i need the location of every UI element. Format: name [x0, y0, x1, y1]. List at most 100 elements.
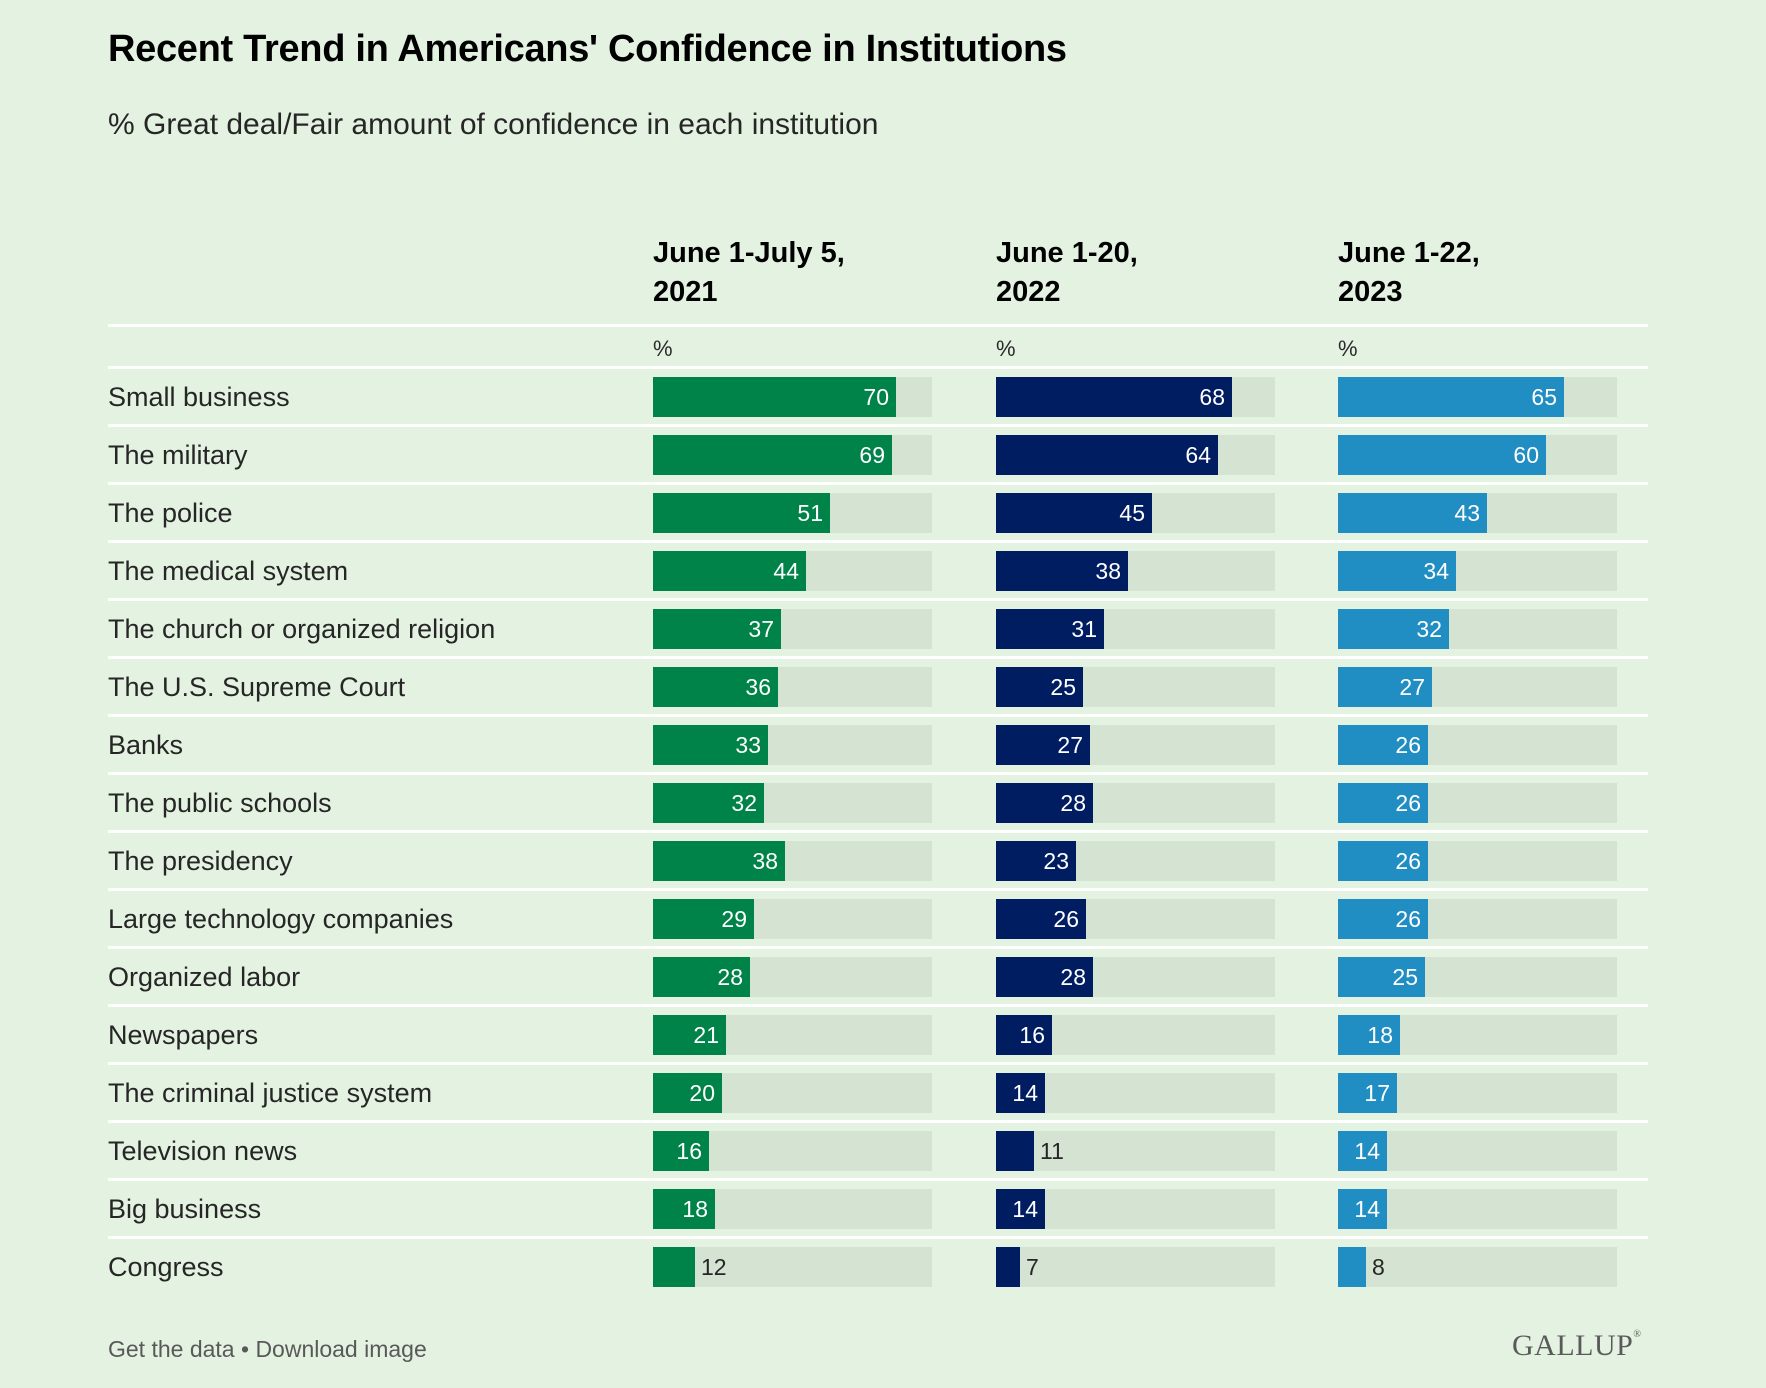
bar-track: 27 [996, 725, 1275, 765]
get-data-link[interactable]: Get the data [108, 1336, 235, 1362]
data-label: 33 [735, 732, 761, 758]
bar-track: 29 [653, 899, 932, 939]
bar [996, 1131, 1034, 1171]
data-label: 17 [1364, 1080, 1390, 1106]
column-header-line: June 1-July 5, [653, 237, 845, 269]
data-label: 29 [721, 906, 747, 932]
data-label: 36 [745, 674, 771, 700]
data-label: 37 [748, 616, 774, 642]
bar-track: 37 [653, 609, 932, 649]
bar [653, 493, 830, 533]
bar [653, 551, 806, 591]
bar-track: 68 [996, 377, 1275, 417]
bar-track: 33 [653, 725, 932, 765]
data-label: 65 [1531, 384, 1557, 410]
unit-label: % [653, 336, 673, 361]
bar [653, 1247, 695, 1287]
bar [653, 783, 764, 823]
bar-track: 38 [996, 551, 1275, 591]
divider [108, 1178, 1648, 1181]
bar-track: 8 [1338, 1247, 1617, 1287]
bar [653, 1131, 709, 1171]
data-label: 8 [1372, 1254, 1385, 1280]
bar-track: 11 [996, 1131, 1275, 1171]
download-image-link[interactable]: Download image [255, 1336, 427, 1362]
data-label: 16 [1019, 1022, 1045, 1048]
bar-track: 21 [653, 1015, 932, 1055]
bar-track: 26 [1338, 899, 1617, 939]
column-header-line: June 1-22, [1338, 237, 1480, 269]
data-label: 20 [689, 1080, 715, 1106]
bar [996, 1073, 1045, 1113]
bar-track: 65 [1338, 377, 1617, 417]
bar [996, 435, 1218, 475]
data-label: 68 [1199, 384, 1225, 410]
bar-track: 14 [1338, 1131, 1617, 1171]
divider [108, 946, 1648, 949]
bar [653, 1015, 726, 1055]
divider [108, 1062, 1648, 1065]
data-label: 26 [1395, 906, 1421, 932]
bar [996, 609, 1104, 649]
bar-track: 18 [1338, 1015, 1617, 1055]
row-label: Small business [108, 382, 290, 412]
divider [108, 424, 1648, 427]
bar [653, 899, 754, 939]
footer-separator: • [240, 1336, 250, 1362]
bar-track: 26 [1338, 783, 1617, 823]
data-label: 45 [1119, 500, 1145, 526]
bar-track: 18 [653, 1189, 932, 1229]
bar-track: 26 [1338, 841, 1617, 881]
column-header-line: June 1-20, [996, 237, 1138, 269]
bar [1338, 1073, 1397, 1113]
data-label: 7 [1026, 1254, 1039, 1280]
data-label: 60 [1513, 442, 1539, 468]
bar [996, 783, 1093, 823]
data-label: 43 [1454, 500, 1480, 526]
row-label: Congress [108, 1252, 224, 1282]
bar [653, 435, 892, 475]
data-label: 27 [1057, 732, 1083, 758]
data-label: 16 [676, 1138, 702, 1164]
data-label: 18 [1367, 1022, 1393, 1048]
row-label: Banks [108, 730, 184, 760]
registered-mark: ® [1633, 1329, 1642, 1340]
data-label: 18 [682, 1196, 708, 1222]
footer-links: Get the data • Download image [108, 1336, 427, 1363]
brand-text: GALLUP [1512, 1329, 1634, 1362]
bar [1338, 783, 1428, 823]
divider [108, 324, 1648, 327]
divider [108, 1004, 1648, 1007]
data-label: 31 [1071, 616, 1097, 642]
data-label: 51 [797, 500, 823, 526]
row-label: The medical system [108, 556, 349, 586]
bar-track: 36 [653, 667, 932, 707]
data-label: 70 [863, 384, 889, 410]
bar-track: 14 [996, 1189, 1275, 1229]
bar-track: 25 [1338, 957, 1617, 997]
data-label: 21 [693, 1022, 719, 1048]
bar [1338, 435, 1546, 475]
row-label: The criminal justice system [108, 1078, 433, 1108]
column-header: June 1-20, 2022 [996, 234, 1138, 312]
data-label: 28 [1060, 964, 1086, 990]
data-label: 28 [1060, 790, 1086, 816]
bar [653, 725, 768, 765]
bar [996, 1015, 1052, 1055]
column-header-line: 2022 [996, 276, 1061, 308]
row-label: The presidency [108, 846, 293, 876]
bar-track: 28 [653, 957, 932, 997]
data-label: 38 [752, 848, 778, 874]
bar [996, 957, 1093, 997]
data-label: 27 [1399, 674, 1425, 700]
bar [996, 1247, 1020, 1287]
bar [1338, 1189, 1387, 1229]
divider [108, 830, 1648, 833]
bar-track: 43 [1338, 493, 1617, 533]
bar [653, 957, 750, 997]
bar [1338, 841, 1428, 881]
bar [1338, 1247, 1366, 1287]
bar-track: 45 [996, 493, 1275, 533]
row-label: Television news [108, 1136, 298, 1166]
bar-track: 28 [996, 957, 1275, 997]
